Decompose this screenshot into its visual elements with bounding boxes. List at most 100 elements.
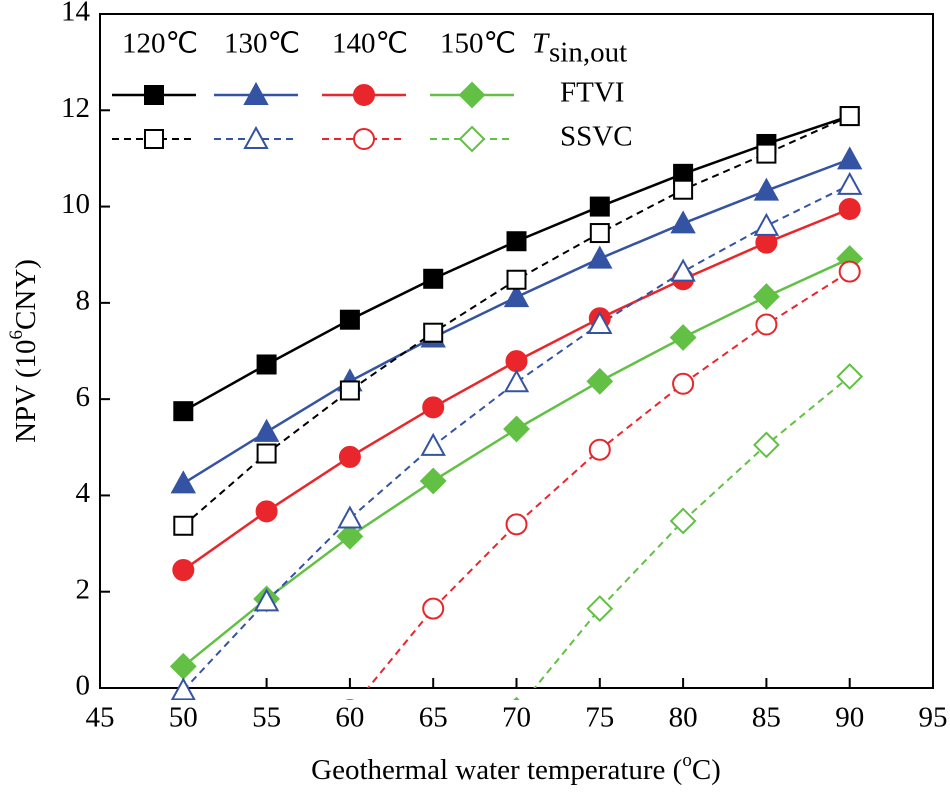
marker <box>503 369 530 393</box>
x-tick-label: 70 <box>502 702 531 734</box>
marker <box>838 260 861 283</box>
marker <box>338 445 361 468</box>
marker <box>256 354 277 375</box>
series-line <box>182 257 851 668</box>
x-tick-label: 45 <box>86 702 115 734</box>
legend-marker <box>458 81 486 109</box>
marker <box>837 146 863 170</box>
marker <box>588 438 611 461</box>
y-axis-title-part: CNY) <box>10 259 42 330</box>
y-axis-title-part: 6 <box>6 330 27 340</box>
y-tick-label: 12 <box>61 92 90 124</box>
marker <box>422 597 445 620</box>
marker <box>586 595 614 622</box>
x-axis-title: Geothermal water temperature (oC) <box>311 750 721 785</box>
markers <box>169 106 864 700</box>
x-tick-label: 50 <box>169 702 198 734</box>
series-line <box>533 375 851 688</box>
y-tick-label: 2 <box>76 573 91 605</box>
marker <box>755 313 778 336</box>
x-tick-label: 60 <box>335 702 364 734</box>
x-axis-title-part: o <box>682 750 692 771</box>
x-tick-label: 85 <box>752 702 781 734</box>
marker <box>587 310 613 335</box>
marker <box>753 212 780 236</box>
marker <box>339 380 360 401</box>
marker <box>337 505 363 529</box>
marker <box>173 515 194 536</box>
marker <box>423 322 444 343</box>
x-axis-title-part: C) <box>692 754 721 786</box>
x-tick-label: 95 <box>919 702 948 734</box>
marker <box>587 245 613 269</box>
x-tick-label: 65 <box>419 702 448 734</box>
legend-marker <box>243 125 269 149</box>
marker <box>838 197 861 220</box>
y-tick-label: 14 <box>61 0 91 28</box>
marker <box>669 324 697 351</box>
marker <box>255 500 278 523</box>
legend-marker <box>353 128 375 150</box>
marker <box>506 231 527 252</box>
legend-marker <box>144 129 164 149</box>
lines <box>182 114 851 688</box>
x-tick-label: 90 <box>835 702 864 734</box>
marker <box>422 396 445 419</box>
legend-column-label: 150℃ <box>440 28 516 60</box>
legend-row-label: FTVI <box>560 77 624 109</box>
marker <box>419 467 447 495</box>
marker <box>505 513 528 536</box>
marker <box>752 431 780 459</box>
marker <box>839 106 860 127</box>
legend-marker <box>458 125 486 153</box>
marker <box>669 507 697 535</box>
marker <box>170 470 196 494</box>
y-tick-label: 10 <box>61 188 90 220</box>
series-line <box>184 184 851 688</box>
x-tick-label: 55 <box>252 702 281 734</box>
y-tick-label: 4 <box>76 477 91 509</box>
y-tick-label: 8 <box>76 285 91 317</box>
legend-marker <box>144 85 164 105</box>
x-tick-label: 80 <box>669 702 698 734</box>
marker <box>672 372 695 395</box>
marker <box>505 350 528 373</box>
marker <box>423 268 444 289</box>
marker <box>756 143 777 164</box>
marker <box>256 443 277 464</box>
marker <box>503 284 530 308</box>
legend-column-label: 140℃ <box>332 28 408 60</box>
legend-header-subscript: sin,out <box>549 37 627 69</box>
y-axis-title: NPV (106CNY) <box>6 259 41 443</box>
marker <box>670 210 696 234</box>
marker <box>173 401 194 422</box>
marker <box>589 196 610 217</box>
marker <box>339 309 360 330</box>
marker <box>503 415 530 443</box>
legend-marker <box>243 81 269 105</box>
y-tick-label: 6 <box>76 381 91 413</box>
marker <box>253 418 280 442</box>
legend-row-label: SSVC <box>560 121 633 153</box>
marker <box>513 696 520 700</box>
x-axis-title-part: Geothermal water temperature ( <box>311 754 682 786</box>
marker <box>420 432 446 456</box>
marker <box>506 269 527 290</box>
legend-column-label: 120℃ <box>122 28 198 60</box>
series-line <box>182 115 851 527</box>
marker <box>586 367 614 395</box>
y-tick-label: 0 <box>76 670 91 702</box>
marker <box>673 179 694 200</box>
x-tick-label: 75 <box>585 702 614 734</box>
marker <box>752 283 780 311</box>
marker <box>753 177 780 201</box>
y-axis-title-part: NPV (10 <box>10 339 42 442</box>
legend-column-label: 130℃ <box>224 28 300 60</box>
marker <box>589 223 610 244</box>
legend-marker <box>353 84 375 106</box>
marker <box>836 363 864 390</box>
marker <box>670 258 696 282</box>
legend-header-symbol: T <box>532 28 550 60</box>
